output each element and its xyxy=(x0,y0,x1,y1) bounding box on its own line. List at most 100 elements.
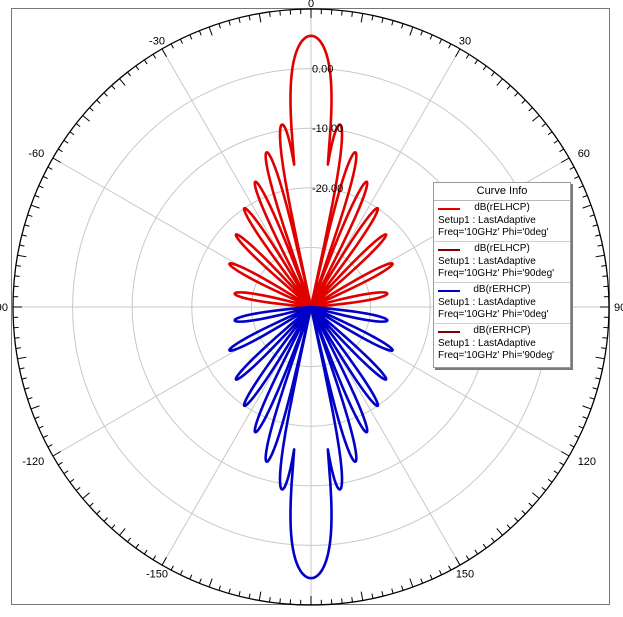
angle-label: 0 xyxy=(308,0,314,10)
angle-tick xyxy=(507,525,510,529)
angle-tick xyxy=(39,186,44,188)
angle-tick xyxy=(372,16,373,21)
angle-tick xyxy=(382,18,383,23)
angle-tick xyxy=(180,39,182,43)
angle-tick xyxy=(104,518,107,522)
angle-tick xyxy=(35,417,40,419)
angle-tick xyxy=(180,570,182,574)
angle-tick xyxy=(515,93,518,97)
angle-tick xyxy=(559,149,563,152)
angle-tick xyxy=(128,72,131,76)
angle-tick xyxy=(249,594,250,599)
angle-tick xyxy=(574,176,578,178)
angle-tick xyxy=(596,357,605,359)
angle-tick xyxy=(119,79,125,86)
legend-freq-phi: Freq='10GHz' Phi='90deg' xyxy=(438,268,554,280)
legend-freq-phi: Freq='10GHz' Phi='0deg' xyxy=(438,227,548,239)
angle-tick xyxy=(76,487,80,490)
angle-label: 120 xyxy=(578,456,596,468)
angle-label: -150 xyxy=(146,569,168,581)
angle-tick xyxy=(53,452,61,457)
angle-tick xyxy=(270,12,271,17)
angle-tick xyxy=(259,14,261,23)
angle-tick xyxy=(583,406,591,409)
legend-freq-phi: Freq='10GHz' Phi='0deg' xyxy=(438,309,548,321)
angle-tick xyxy=(48,445,52,447)
angle-tick xyxy=(583,205,591,208)
angle-tick xyxy=(64,471,68,474)
angle-tick xyxy=(219,586,221,591)
angle-tick xyxy=(601,266,606,267)
angle-tick xyxy=(128,538,131,542)
angle-tick xyxy=(16,266,21,267)
angle-tick xyxy=(162,49,167,57)
angle-tick xyxy=(58,462,62,465)
angle-tick xyxy=(372,594,373,599)
angle-tick xyxy=(449,566,451,570)
angle-tick xyxy=(598,245,603,246)
angle-tick xyxy=(119,528,125,535)
angle-tick xyxy=(430,35,432,40)
angle-tick xyxy=(392,589,393,594)
angle-tick xyxy=(280,11,281,16)
angle-tick xyxy=(64,140,68,143)
angle-tick xyxy=(342,598,343,603)
angle-tick xyxy=(579,426,584,428)
angle-tick xyxy=(542,124,546,127)
angle-tick xyxy=(497,79,503,86)
angle-tick xyxy=(83,115,90,121)
angle-tick xyxy=(112,525,115,529)
angle-tick xyxy=(144,60,147,64)
curve-info-legend[interactable]: Curve Info dB(rELHCP) Setup1 : LastAdapt… xyxy=(433,182,571,368)
angle-tick xyxy=(83,493,90,499)
angle-tick xyxy=(90,503,94,506)
legend-entry[interactable]: dB(rERHCP) Setup1 : LastAdaptive Freq='1… xyxy=(434,324,570,365)
angle-tick xyxy=(590,215,595,217)
angle-tick xyxy=(97,100,101,103)
legend-setup: Setup1 : LastAdaptive xyxy=(438,297,536,309)
angle-tick xyxy=(532,115,539,121)
angle-tick xyxy=(491,72,494,76)
legend-series-name: dB(rERHCP) xyxy=(434,284,570,296)
angle-tick xyxy=(35,195,40,197)
angle-tick xyxy=(456,49,461,57)
legend-series-name: dB(rELHCP) xyxy=(434,243,570,255)
angle-tick xyxy=(209,27,212,35)
angle-tick xyxy=(104,93,107,97)
angle-tick xyxy=(352,12,353,17)
legend-entry[interactable]: dB(rERHCP) Setup1 : LastAdaptive Freq='1… xyxy=(434,283,570,324)
angle-tick xyxy=(16,348,21,349)
angle-tick xyxy=(20,245,25,246)
angle-tick xyxy=(529,108,533,111)
angle-tick xyxy=(449,44,451,48)
angle-label: -90 xyxy=(0,302,8,314)
angle-tick xyxy=(162,557,167,565)
angle-label: 30 xyxy=(459,35,471,47)
angle-tick xyxy=(136,544,139,548)
angle-tick xyxy=(48,167,52,169)
angle-tick xyxy=(239,18,240,23)
legend-title: Curve Info xyxy=(434,183,570,201)
legend-series-name: dB(rERHCP) xyxy=(434,325,570,337)
angle-tick xyxy=(58,149,62,152)
angle-tick xyxy=(97,511,101,514)
legend-entry[interactable]: dB(rELHCP) Setup1 : LastAdaptive Freq='1… xyxy=(434,242,570,283)
angle-tick xyxy=(25,225,30,226)
angle-tick xyxy=(20,368,25,369)
angle-tick xyxy=(22,235,27,236)
angle-tick xyxy=(153,54,156,58)
angle-tick xyxy=(430,575,432,580)
angle-tick xyxy=(602,276,607,277)
angle-tick xyxy=(31,406,39,409)
radial-label: -10.00 xyxy=(312,123,343,135)
angle-label: -30 xyxy=(149,35,165,47)
legend-entry[interactable]: dB(rELHCP) Setup1 : LastAdaptive Freq='1… xyxy=(434,201,570,242)
angle-tick xyxy=(590,398,595,400)
angle-tick xyxy=(382,591,383,596)
angle-tick xyxy=(229,589,230,594)
angle-tick xyxy=(548,132,552,135)
angle-tick xyxy=(361,14,363,23)
angle-tick xyxy=(583,417,588,419)
angle-tick xyxy=(190,35,192,40)
